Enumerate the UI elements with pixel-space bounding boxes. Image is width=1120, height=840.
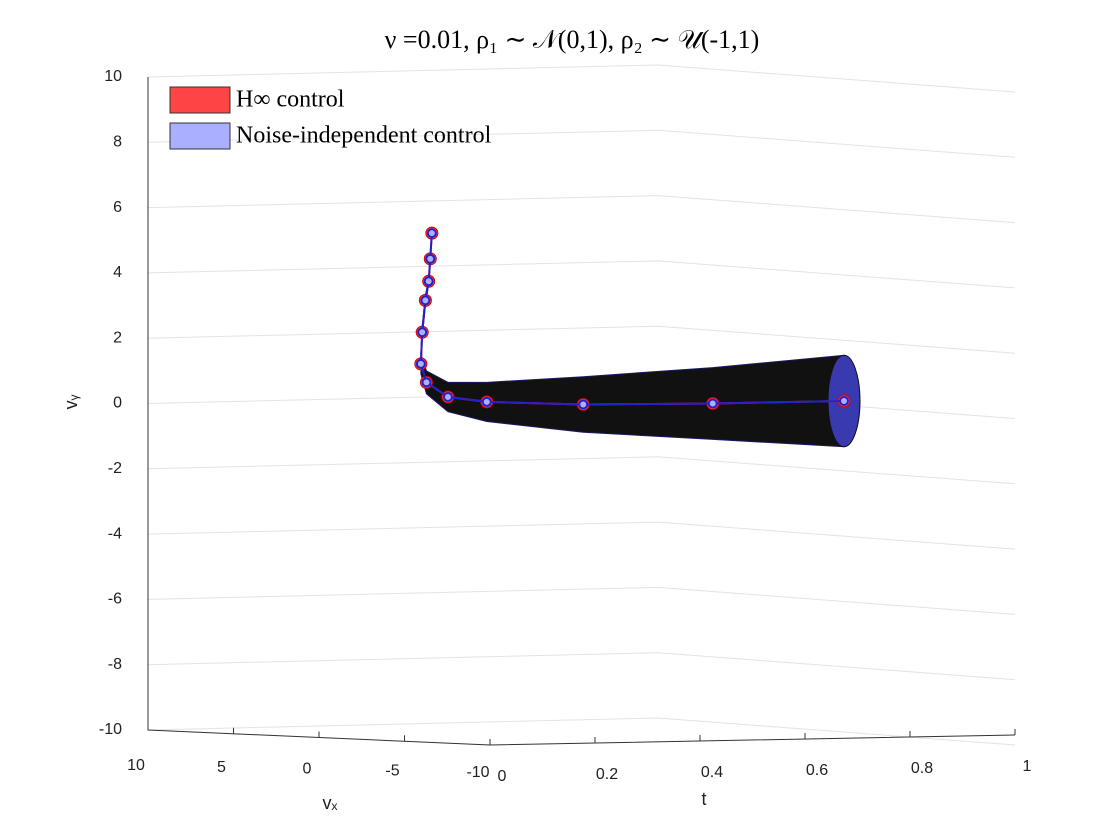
grid-line xyxy=(147,195,1016,224)
grid-line xyxy=(147,129,1016,158)
z-tick-label: 0 xyxy=(113,395,122,412)
z-tick-label: -6 xyxy=(108,591,122,608)
trajectory-marker xyxy=(442,391,453,402)
trajectory-marker xyxy=(420,295,431,306)
z-tick-label: 4 xyxy=(113,264,122,281)
x-tick-label: -5 xyxy=(385,762,399,779)
trajectory-marker xyxy=(839,396,849,406)
z-tick-label: 10 xyxy=(104,68,122,85)
y-tick-label: 0.2 xyxy=(596,766,618,783)
trajectory-marker xyxy=(425,253,436,264)
grid-line xyxy=(147,325,1016,354)
grid-line xyxy=(147,717,1016,746)
legend-label: H∞ control xyxy=(236,87,345,113)
trajectory-marker xyxy=(426,228,437,239)
z-tick-label: -8 xyxy=(108,656,122,673)
z-tick-label: 8 xyxy=(113,134,122,151)
trajectory-marker xyxy=(421,377,432,388)
grid-line xyxy=(147,260,1016,289)
grid-line xyxy=(147,521,1016,550)
trajectory-marker xyxy=(415,358,426,369)
y-tick-label: 1 xyxy=(1023,758,1032,775)
legend-swatch xyxy=(169,122,231,150)
y-axis-label: t xyxy=(701,789,706,809)
chart-title: ν =0.01, ρ₁ ∼ 𝒩(0,1), ρ₂ ∼ 𝒰(-1,1) xyxy=(385,25,760,54)
grid-line xyxy=(147,652,1016,681)
trajectory-marker xyxy=(481,396,492,407)
z-axis-label: vᵧ xyxy=(61,394,81,409)
y-tick-label: 0.6 xyxy=(806,762,828,779)
z-tick-label: -4 xyxy=(108,525,122,542)
x-tick-label: 10 xyxy=(127,757,145,774)
x-axis-label: vₓ xyxy=(323,793,338,813)
legend-swatch xyxy=(169,86,231,114)
grid-line xyxy=(147,586,1016,615)
z-tick-label: -2 xyxy=(108,460,122,477)
trajectory-marker xyxy=(417,327,428,338)
trajectory-marker xyxy=(707,398,718,409)
y-tick-label: 0.4 xyxy=(701,764,723,781)
x-tick-label: 0 xyxy=(303,761,312,778)
trajectory-marker xyxy=(578,399,589,410)
x-tick-label: 5 xyxy=(217,759,226,776)
y-tick-label: 0 xyxy=(498,768,507,785)
x-tick-label: -10 xyxy=(466,764,489,781)
y-tick-label: 0.8 xyxy=(911,760,933,777)
grid-line xyxy=(147,64,1016,93)
z-tick-label: -10 xyxy=(99,721,122,738)
trajectory-marker xyxy=(423,276,434,287)
z-tick-label: 6 xyxy=(113,199,122,216)
z-tick-label: 2 xyxy=(113,329,122,346)
grid-line xyxy=(147,456,1016,485)
legend-label: Noise-independent control xyxy=(236,123,492,149)
